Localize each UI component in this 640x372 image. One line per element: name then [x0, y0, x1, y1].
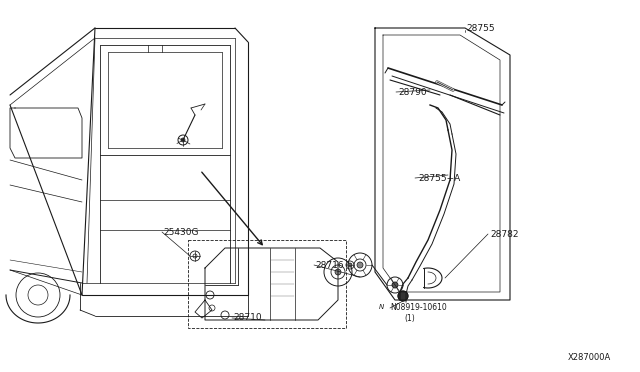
- Text: X287000A: X287000A: [568, 353, 611, 362]
- Text: 28782: 28782: [490, 230, 518, 238]
- Text: (1): (1): [404, 314, 415, 323]
- Circle shape: [335, 269, 341, 275]
- Text: 28716: 28716: [315, 260, 344, 269]
- Circle shape: [398, 291, 408, 301]
- Circle shape: [392, 282, 398, 288]
- Text: 28755: 28755: [466, 23, 495, 32]
- Text: N08919-10610: N08919-10610: [390, 304, 447, 312]
- Text: 28755+A: 28755+A: [418, 173, 460, 183]
- Bar: [188, 240, 346, 328]
- Text: N: N: [378, 304, 383, 310]
- Text: 28710: 28710: [233, 314, 262, 323]
- Circle shape: [348, 263, 352, 267]
- Text: 28790: 28790: [398, 87, 427, 96]
- Circle shape: [181, 138, 185, 142]
- Circle shape: [357, 262, 363, 268]
- Text: 25430G: 25430G: [163, 228, 198, 237]
